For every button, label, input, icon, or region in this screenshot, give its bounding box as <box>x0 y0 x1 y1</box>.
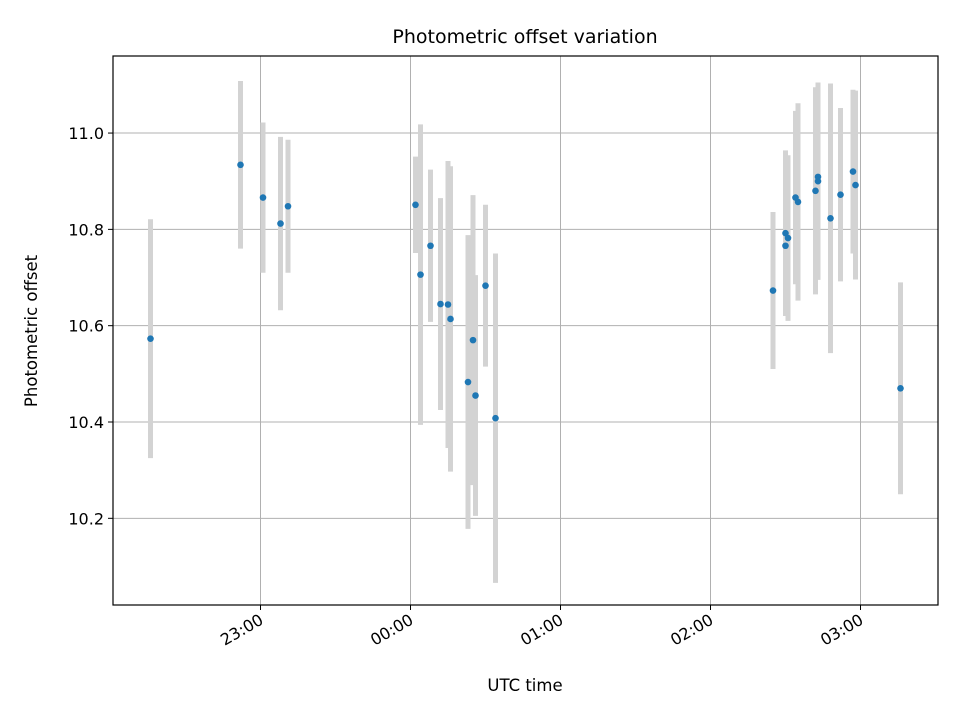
y-tick-label: 10.6 <box>68 317 104 336</box>
data-point <box>837 191 844 198</box>
data-point <box>427 242 434 250</box>
data-points <box>147 161 904 422</box>
data-point <box>852 181 859 189</box>
data-point <box>769 287 777 294</box>
data-point <box>814 173 822 181</box>
y-tick-label: 10.8 <box>68 220 104 239</box>
data-point <box>782 242 789 250</box>
data-point <box>492 414 499 422</box>
data-point <box>412 201 419 209</box>
data-point <box>147 335 154 342</box>
data-point <box>277 220 284 227</box>
data-point <box>784 234 792 242</box>
data-point <box>794 198 802 206</box>
data-point <box>849 168 857 175</box>
data-point <box>444 301 452 308</box>
data-point <box>469 336 477 344</box>
data-point <box>472 392 479 399</box>
y-tick-label: 11.0 <box>68 124 104 143</box>
y-axis-ticks: 10.2 10.4 10.6 10.8 11.0 <box>68 124 113 528</box>
y-tick-label: 10.2 <box>68 509 104 528</box>
y-axis-title: Photometric offset <box>22 254 41 407</box>
x-axis-title: UTC time <box>487 676 562 695</box>
data-point <box>812 187 819 195</box>
data-point <box>897 384 904 392</box>
data-point <box>259 194 267 201</box>
data-point <box>447 315 454 323</box>
chart-title: Photometric offset variation <box>392 26 657 48</box>
y-tick-label: 10.4 <box>68 413 104 432</box>
data-point <box>827 214 834 222</box>
data-point <box>464 378 472 386</box>
data-point <box>437 300 444 308</box>
data-point <box>417 271 424 278</box>
data-point <box>482 282 489 290</box>
data-point <box>284 202 292 210</box>
data-point <box>237 161 244 169</box>
plot-frame <box>112 55 939 606</box>
